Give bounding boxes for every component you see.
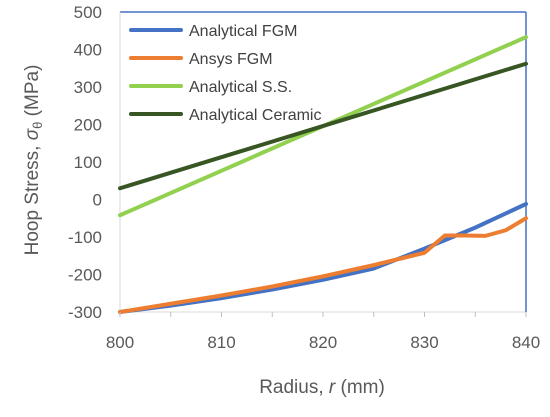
x-tick-label: 820	[309, 333, 337, 352]
series-line-2	[118, 216, 528, 314]
x-axis-title-symbol: r	[329, 377, 336, 398]
y-tick-label: -300	[68, 303, 102, 322]
x-tick-label: 840	[512, 333, 540, 352]
series-line-4	[118, 61, 528, 191]
legend-label: Analytical FGM	[189, 23, 297, 40]
x-axis-title-prefix: Radius,	[259, 377, 329, 398]
y-axis-title-suffix: (MPa)	[22, 65, 43, 122]
legend-label: Analytical Ceramic	[189, 107, 321, 124]
x-axis-ticks: 800 810 820 830 840	[106, 312, 540, 352]
legend-label: Ansys FGM	[189, 51, 273, 68]
y-tick-label: 200	[74, 116, 102, 135]
x-axis-title: Radius, r (mm)	[259, 377, 385, 398]
y-tick-label: 500	[74, 3, 102, 22]
y-tick-label: 400	[74, 41, 102, 60]
x-tick-label: 800	[106, 333, 134, 352]
y-axis-title-symbol: σ	[22, 127, 43, 140]
y-tick-label: 300	[74, 78, 102, 97]
y-axis-title-subscript: θ	[30, 122, 45, 129]
y-axis-title: Hoop Stress, σθ (MPa)	[22, 65, 45, 256]
series-layer	[118, 35, 528, 314]
y-tick-label: 100	[74, 153, 102, 172]
y-axis-ticks: -300 -200 -100 0 100 200 300 400 500	[68, 3, 102, 322]
legend-label: Analytical S.S.	[189, 79, 292, 96]
x-tick-label: 810	[207, 333, 235, 352]
legend: Analytical FGM Ansys FGM Analytical S.S. An…	[129, 23, 321, 124]
y-axis-title-prefix: Hoop Stress,	[22, 140, 43, 255]
y-tick-label: -100	[68, 228, 102, 247]
x-tick-label: 830	[410, 333, 438, 352]
series-line-1	[118, 202, 528, 314]
y-tick-label: 0	[93, 191, 102, 210]
x-axis-title-suffix: (mm)	[335, 377, 385, 398]
y-tick-label: -200	[68, 266, 102, 285]
